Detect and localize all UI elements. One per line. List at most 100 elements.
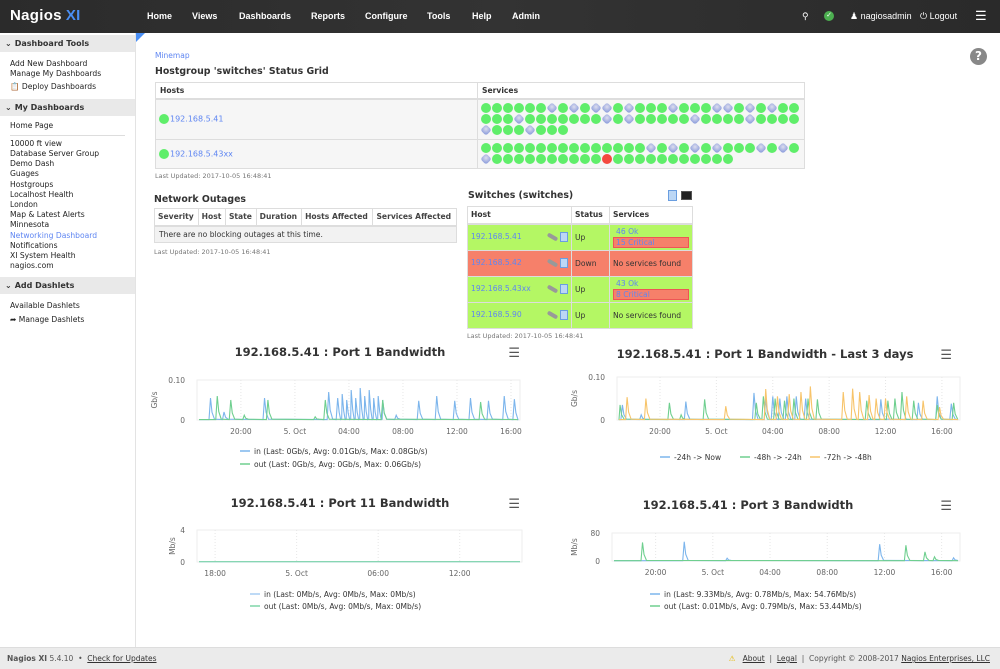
service-ok-icon[interactable] — [723, 143, 733, 153]
service-ok-icon[interactable] — [734, 143, 744, 153]
service-ok-icon[interactable] — [580, 102, 590, 113]
service-ok-icon[interactable] — [701, 102, 711, 113]
service-ok-icon[interactable] — [580, 154, 590, 164]
service-passive-icon[interactable] — [513, 113, 525, 125]
sidebar-item-localhost-health[interactable]: Localhost Health — [10, 189, 74, 199]
status-ok-icon[interactable]: ✓ — [824, 11, 834, 21]
service-ok-icon[interactable] — [558, 102, 568, 113]
service-ok-icon[interactable] — [503, 124, 513, 135]
service-passive-icon[interactable] — [546, 102, 558, 114]
service-ok-icon[interactable] — [646, 102, 656, 113]
service-ok-icon[interactable] — [712, 113, 722, 124]
service-ok-icon[interactable] — [569, 143, 579, 153]
host-link[interactable]: 192.168.5.41 — [170, 114, 224, 124]
service-ok-icon[interactable] — [624, 154, 634, 164]
chart-menu-icon[interactable]: ☰ — [508, 497, 520, 512]
service-ok-icon[interactable] — [679, 102, 689, 113]
service-ok-icon[interactable] — [547, 113, 557, 124]
document-icon[interactable] — [560, 284, 568, 294]
service-ok-icon[interactable] — [635, 154, 645, 164]
sidebar-item-demo-dash[interactable]: Demo Dash — [10, 159, 55, 169]
logout-link[interactable]: ⏻ Logout — [920, 11, 958, 21]
service-ok-icon[interactable] — [536, 102, 546, 113]
service-passive-icon[interactable] — [755, 142, 767, 154]
service-passive-icon[interactable] — [601, 113, 613, 125]
service-ok-icon[interactable] — [657, 102, 667, 113]
service-ok-icon[interactable] — [525, 143, 535, 153]
service-ok-icon[interactable] — [514, 124, 524, 135]
service-ok-icon[interactable] — [558, 113, 568, 124]
host-link[interactable]: 192.168.5.42 — [471, 258, 522, 267]
service-ok-icon[interactable] — [492, 124, 502, 135]
service-ok-icon[interactable] — [591, 113, 601, 124]
host-link[interactable]: 192.168.5.41 — [471, 232, 522, 241]
service-ok-icon[interactable] — [767, 143, 777, 153]
service-ok-icon[interactable] — [789, 113, 799, 124]
sidebar-item-manage-dashlets[interactable]: ➦ Manage Dashlets — [10, 314, 85, 324]
service-passive-icon[interactable] — [568, 102, 580, 114]
sidebar-item-database-server-group[interactable]: Database Server Group — [10, 149, 100, 159]
service-ok-icon[interactable] — [503, 102, 513, 113]
service-ok-icon[interactable] — [481, 113, 491, 124]
services-ok-link[interactable]: 43 Ok — [616, 278, 639, 288]
nagios-xi-logo[interactable]: Nagios XI — [10, 7, 81, 24]
section-add-dashlets[interactable]: ⌄ Add Dashlets — [0, 277, 135, 295]
service-ok-icon[interactable] — [734, 113, 744, 124]
service-ok-icon[interactable] — [657, 154, 667, 164]
service-ok-icon[interactable] — [536, 113, 546, 124]
nav-admin[interactable]: Admin — [512, 11, 540, 21]
service-ok-icon[interactable] — [558, 143, 568, 153]
legal-link[interactable]: Legal — [776, 654, 797, 663]
service-passive-icon[interactable] — [623, 102, 635, 114]
service-ok-icon[interactable] — [723, 154, 733, 164]
service-passive-icon[interactable] — [689, 142, 701, 154]
search-icon[interactable]: ⚲ — [802, 11, 809, 21]
service-ok-icon[interactable] — [646, 113, 656, 124]
service-ok-icon[interactable] — [712, 154, 722, 164]
service-ok-icon[interactable] — [547, 143, 557, 153]
service-ok-icon[interactable] — [525, 154, 535, 164]
sidebar-item-notifications[interactable]: Notifications — [10, 240, 58, 250]
service-ok-icon[interactable] — [745, 143, 755, 153]
service-ok-icon[interactable] — [536, 154, 546, 164]
host-link[interactable]: 192.168.5.90 — [471, 310, 522, 319]
host-link[interactable]: 192.168.5.43xx — [170, 149, 233, 159]
warning-icon[interactable]: ⚠ — [728, 654, 736, 663]
help-icon[interactable]: ? — [970, 48, 987, 65]
service-ok-icon[interactable] — [701, 143, 711, 153]
services-critical-link[interactable]: 8 Critical — [613, 288, 689, 300]
service-passive-icon[interactable] — [667, 102, 679, 114]
service-passive-icon[interactable] — [722, 102, 734, 114]
service-ok-icon[interactable] — [591, 143, 601, 153]
document-icon[interactable] — [560, 258, 568, 268]
service-ok-icon[interactable] — [558, 124, 568, 135]
service-ok-icon[interactable] — [789, 143, 799, 153]
service-ok-icon[interactable] — [613, 143, 623, 153]
nav-tools[interactable]: Tools — [427, 11, 451, 21]
sidebar-collapse-handle[interactable] — [136, 33, 145, 42]
service-ok-icon[interactable] — [492, 113, 502, 124]
chart-menu-icon[interactable]: ☰ — [508, 346, 520, 361]
service-ok-icon[interactable] — [723, 113, 733, 124]
chart-menu-icon[interactable]: ☰ — [940, 499, 952, 514]
service-ok-icon[interactable] — [690, 102, 700, 113]
service-ok-icon[interactable] — [536, 124, 546, 135]
service-ok-icon[interactable] — [767, 113, 777, 124]
service-ok-icon[interactable] — [547, 154, 557, 164]
service-ok-icon[interactable] — [569, 113, 579, 124]
service-ok-icon[interactable] — [679, 143, 689, 153]
section-dashboard-tools[interactable]: ⌄ Dashboard Tools — [0, 35, 135, 52]
service-ok-icon[interactable] — [602, 143, 612, 153]
service-ok-icon[interactable] — [481, 143, 491, 153]
service-ok-icon[interactable] — [514, 143, 524, 153]
sidebar-item-nagios-com[interactable]: nagios.com — [10, 261, 54, 271]
service-ok-icon[interactable] — [503, 113, 513, 124]
service-passive-icon[interactable] — [601, 102, 613, 114]
service-ok-icon[interactable] — [668, 113, 678, 124]
host-link[interactable]: 192.168.5.43xx — [471, 284, 531, 293]
service-ok-icon[interactable] — [492, 143, 502, 153]
service-ok-icon[interactable] — [525, 113, 535, 124]
sidebar-item-xi-system-health[interactable]: XI System Health — [10, 251, 76, 261]
service-passive-icon[interactable] — [645, 142, 657, 154]
service-ok-icon[interactable] — [492, 102, 502, 113]
